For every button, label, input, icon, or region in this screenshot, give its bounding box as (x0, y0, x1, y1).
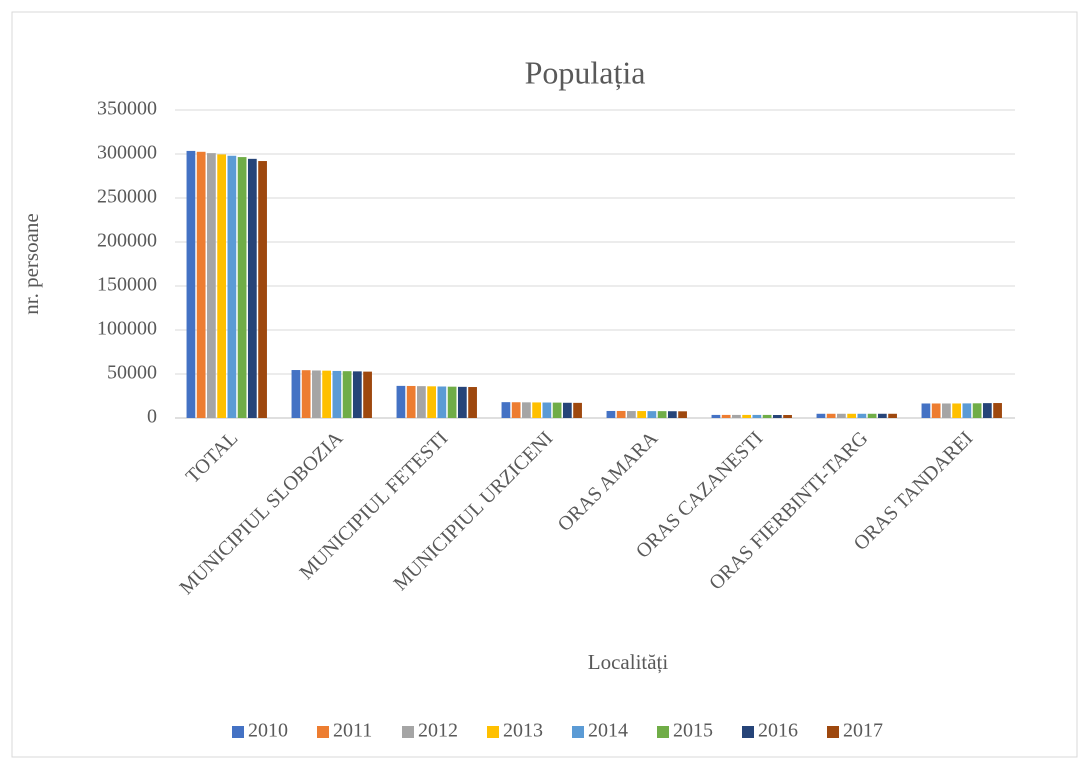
bar (952, 403, 961, 418)
y-tick-label: 300000 (97, 142, 157, 164)
bar (647, 411, 657, 418)
bar (457, 386, 467, 418)
legend-swatch (657, 726, 669, 738)
bar (816, 413, 826, 418)
bar (501, 402, 511, 418)
chart-border (11, 11, 1078, 758)
bar (826, 413, 836, 418)
bar (721, 414, 731, 418)
bar (196, 151, 206, 419)
bar (847, 413, 856, 418)
bar (552, 402, 562, 418)
y-tick-label: 50000 (107, 362, 157, 384)
y-tick-label: 0 (147, 406, 157, 428)
bar (942, 403, 951, 418)
bar (678, 411, 687, 418)
bar (627, 411, 636, 418)
bar (772, 415, 782, 418)
legend-label: 2011 (333, 720, 372, 742)
bar (301, 370, 311, 418)
legend-label: 2012 (418, 720, 458, 742)
bar (982, 403, 992, 418)
y-tick-label: 350000 (97, 98, 157, 120)
bar (616, 410, 626, 418)
bar (427, 386, 436, 418)
bar (931, 403, 941, 418)
bar (762, 414, 772, 418)
legend-label: 2014 (588, 720, 628, 742)
bar (312, 370, 321, 418)
bar (962, 403, 972, 418)
legend-swatch (572, 726, 584, 738)
y-tick-label: 150000 (97, 274, 157, 296)
bar (752, 414, 762, 418)
bar (258, 161, 267, 419)
bar (867, 413, 877, 418)
bar (227, 155, 237, 418)
bar (207, 153, 216, 418)
bar (322, 370, 331, 418)
bar (993, 403, 1002, 418)
bar (437, 386, 447, 418)
bar (186, 150, 196, 419)
bar (406, 385, 416, 418)
bar (511, 402, 521, 418)
y-tick-label: 250000 (97, 186, 157, 208)
legend-swatch (317, 726, 329, 738)
bar (352, 371, 362, 418)
bar (711, 414, 721, 418)
y-axis-title: nr. persoane (19, 213, 43, 314)
legend-swatch (827, 726, 839, 738)
bar (291, 370, 301, 418)
bar (332, 370, 342, 418)
bar (447, 386, 457, 418)
bar (877, 413, 887, 418)
chart-title: Populația (525, 54, 646, 90)
bar (247, 158, 257, 418)
legend-label: 2010 (248, 720, 288, 742)
bar (562, 402, 572, 418)
bar (732, 414, 741, 418)
legend-label: 2016 (758, 720, 798, 742)
bar (363, 371, 372, 418)
bar (468, 387, 477, 418)
bar (606, 410, 616, 418)
bar (667, 411, 677, 418)
x-axis-title: Localități (588, 650, 669, 674)
bar (657, 411, 667, 418)
bar (837, 413, 846, 418)
legend-swatch (232, 726, 244, 738)
bar (742, 414, 751, 418)
bar (542, 402, 552, 418)
legend-swatch (487, 726, 499, 738)
bar (888, 413, 897, 418)
bar (532, 402, 541, 418)
bar (921, 403, 931, 418)
bar (972, 403, 982, 418)
bar (857, 413, 867, 418)
bar (342, 371, 352, 418)
legend-swatch (742, 726, 754, 738)
legend-label: 2015 (673, 720, 713, 742)
bar (237, 157, 247, 418)
bar (396, 385, 406, 418)
legend-swatch (402, 726, 414, 738)
bar (417, 386, 426, 418)
bar (783, 415, 792, 418)
bar (217, 154, 226, 418)
bar (522, 402, 531, 418)
y-tick-label: 100000 (97, 318, 157, 340)
legend-label: 2013 (503, 720, 543, 742)
y-tick-label: 200000 (97, 230, 157, 252)
bar (637, 411, 646, 418)
legend-label: 2017 (843, 720, 883, 742)
bar (573, 402, 582, 418)
